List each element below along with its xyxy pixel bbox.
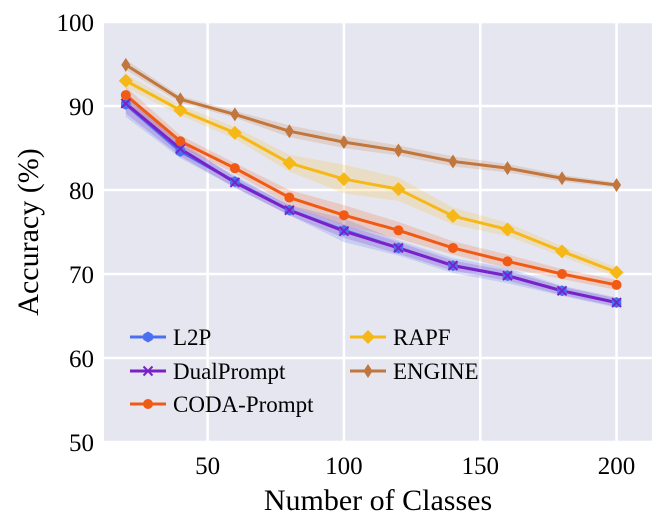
x-tick-label: 200: [598, 453, 636, 480]
y-tick-label: 90: [69, 94, 94, 121]
diamond-marker: [227, 125, 242, 140]
diamond-marker: [555, 244, 570, 259]
tick-labels: 50 100 150 200 50 60 70 80 90 100: [57, 10, 636, 480]
x-tick-label: 150: [461, 453, 499, 480]
x-tick-label: 100: [325, 453, 363, 480]
diamond-marker: [173, 103, 188, 118]
legend-label-coda-prompt: CODA-Prompt: [173, 392, 314, 417]
diamond-marker: [282, 156, 297, 171]
hexagon-marker: [175, 145, 186, 157]
x-marker: [284, 204, 295, 216]
circle-marker: [557, 269, 568, 279]
diamond-marker: [118, 73, 133, 88]
coda-prompt-line: [124, 93, 617, 287]
legend-label-dualprompt: DualPrompt: [173, 359, 286, 384]
circle-marker: [502, 256, 513, 267]
x-marker: [142, 365, 154, 377]
diamond-marker: [500, 222, 515, 237]
x-tick-label: 50: [195, 453, 220, 480]
y-tick-label: 80: [69, 178, 94, 205]
x-marker: [611, 297, 622, 308]
circle-marker: [611, 279, 622, 290]
thin-diamond-marker: [339, 135, 349, 150]
legend-label-l2p: L2P: [173, 325, 211, 350]
circle-marker: [120, 90, 131, 101]
x-marker: [175, 143, 186, 155]
x-marker: [447, 260, 459, 271]
circle-marker: [447, 242, 458, 253]
series-markers: [118, 57, 624, 309]
y-tick-label: 50: [69, 430, 94, 457]
thin-diamond-marker: [612, 177, 622, 192]
x-axis-label: Number of Classes: [264, 484, 492, 517]
thin-diamond-marker: [448, 154, 458, 169]
thin-diamond-marker: [284, 124, 294, 139]
y-tick-label: 70: [69, 262, 94, 289]
legend-label-engine: ENGINE: [393, 359, 479, 384]
y-axis-label: Accuracy (%): [12, 148, 45, 315]
circle-marker: [229, 163, 240, 174]
x-marker: [393, 242, 404, 254]
hexagon-marker: [143, 331, 153, 343]
engine-line: [125, 63, 617, 187]
circle-marker: [338, 210, 349, 221]
rapf-line: [125, 79, 618, 274]
diamond-marker: [391, 182, 406, 197]
thin-diamond-marker: [121, 57, 131, 72]
series-lines: [124, 63, 618, 305]
x-marker: [556, 285, 568, 297]
x-marker: [120, 98, 132, 109]
x-marker: [338, 225, 350, 237]
thin-diamond-marker: [363, 364, 373, 378]
x-marker: [229, 177, 241, 188]
thin-diamond-marker: [503, 161, 513, 176]
diamond-marker: [336, 172, 351, 187]
diamond-marker: [609, 265, 624, 280]
circle-marker: [393, 225, 404, 236]
legend: L2P DualPrompt CODA-Prompt RAPF ENGINE: [130, 325, 479, 417]
y-tick-label: 100: [57, 10, 95, 37]
diamond-marker: [361, 330, 375, 344]
circle-marker: [143, 399, 153, 409]
diamond-marker: [445, 209, 460, 224]
x-marker: [502, 270, 513, 281]
thin-diamond-marker: [230, 107, 240, 122]
thin-diamond-marker: [175, 92, 185, 107]
circle-marker: [284, 192, 295, 203]
y-tick-label: 60: [69, 346, 94, 373]
thin-diamond-marker: [557, 171, 567, 186]
dualprompt-line: [124, 102, 617, 305]
circle-marker: [175, 136, 186, 147]
legend-label-rapf: RAPF: [393, 325, 451, 350]
thin-diamond-marker: [393, 143, 403, 158]
